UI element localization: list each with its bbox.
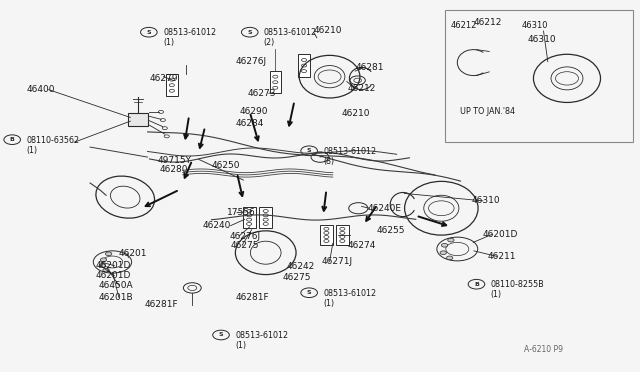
- Text: B: B: [10, 137, 15, 142]
- Text: 08513-61012
(2): 08513-61012 (2): [264, 28, 317, 48]
- Text: S: S: [147, 30, 151, 35]
- Text: 46290: 46290: [239, 108, 268, 116]
- Text: 46400: 46400: [26, 85, 55, 94]
- Text: 46212: 46212: [451, 21, 477, 30]
- Text: 46210: 46210: [314, 26, 342, 35]
- Text: 46240E: 46240E: [367, 204, 401, 213]
- Text: 08513-61012
(1): 08513-61012 (1): [324, 289, 377, 308]
- Text: S: S: [307, 148, 312, 153]
- Text: 46279: 46279: [150, 74, 178, 83]
- Text: 46284: 46284: [236, 119, 264, 128]
- Text: B: B: [474, 282, 479, 287]
- Text: 46210: 46210: [342, 109, 370, 118]
- Text: 46271J: 46271J: [321, 257, 353, 266]
- Text: 46201B: 46201B: [99, 293, 133, 302]
- Text: 46450A: 46450A: [99, 281, 133, 290]
- Text: S: S: [248, 30, 252, 35]
- Text: S: S: [219, 333, 223, 337]
- Text: 46255: 46255: [376, 226, 404, 235]
- Circle shape: [100, 258, 107, 262]
- Circle shape: [103, 268, 109, 272]
- Text: 17556: 17556: [227, 208, 255, 217]
- Bar: [320, 225, 333, 245]
- Circle shape: [448, 238, 454, 242]
- Text: 46240: 46240: [202, 221, 231, 230]
- Text: 08513-61012
(1): 08513-61012 (1): [236, 331, 289, 350]
- Text: 46310: 46310: [472, 196, 500, 205]
- Text: 46250: 46250: [211, 161, 240, 170]
- Text: 08513-61012
(8): 08513-61012 (8): [324, 147, 377, 166]
- Text: 46281: 46281: [355, 63, 383, 72]
- Text: 46274: 46274: [348, 241, 376, 250]
- Circle shape: [442, 243, 448, 247]
- Text: 46201D: 46201D: [95, 271, 131, 280]
- Text: 49715Y: 49715Y: [157, 155, 191, 164]
- Text: 46275: 46275: [282, 273, 311, 282]
- Text: A-6210 P9: A-6210 P9: [524, 345, 563, 354]
- Bar: [269, 71, 281, 93]
- Text: 46212: 46212: [473, 19, 502, 28]
- Text: 46280: 46280: [159, 165, 188, 174]
- Text: 08513-61012
(1): 08513-61012 (1): [164, 28, 217, 48]
- Text: 46276J: 46276J: [236, 57, 267, 66]
- Text: 46273: 46273: [248, 89, 276, 98]
- Circle shape: [99, 264, 106, 267]
- Bar: [298, 54, 310, 77]
- Text: UP TO JAN.'84: UP TO JAN.'84: [460, 108, 515, 116]
- Bar: [243, 207, 255, 228]
- Text: 46201D: 46201D: [95, 261, 131, 270]
- Bar: [445, 10, 633, 141]
- Text: S: S: [307, 290, 312, 295]
- Text: 46201D: 46201D: [483, 230, 518, 239]
- Bar: [336, 225, 349, 245]
- Circle shape: [106, 252, 112, 256]
- Text: 08110-63562
(1): 08110-63562 (1): [26, 135, 79, 155]
- Circle shape: [440, 251, 447, 254]
- Bar: [259, 207, 272, 228]
- Bar: [129, 113, 148, 126]
- Text: 46201: 46201: [119, 249, 147, 258]
- Text: 46281F: 46281F: [145, 300, 178, 309]
- Bar: [166, 74, 177, 96]
- Text: 46310: 46310: [527, 35, 556, 44]
- Text: 46275: 46275: [230, 241, 259, 250]
- Text: 08110-8255B
(1): 08110-8255B (1): [490, 280, 544, 299]
- Text: 46211: 46211: [487, 252, 516, 261]
- Text: 46281F: 46281F: [236, 294, 269, 302]
- Text: 46310: 46310: [521, 21, 548, 30]
- Text: 46242: 46242: [286, 262, 314, 271]
- Text: 46212: 46212: [348, 84, 376, 93]
- Circle shape: [447, 256, 453, 260]
- Text: 46276J: 46276J: [229, 231, 260, 241]
